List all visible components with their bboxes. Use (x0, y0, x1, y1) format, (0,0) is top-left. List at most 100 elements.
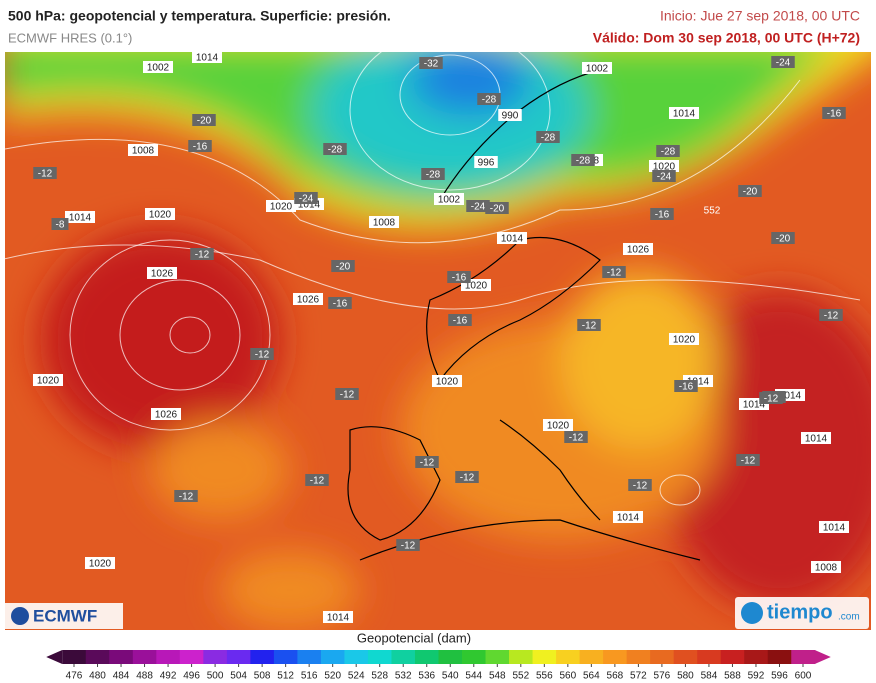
temperature-label: -12 (460, 473, 475, 484)
temperature-label: -12 (607, 268, 622, 279)
temperature-label: -24 (471, 202, 486, 213)
map-labels: 1002 1014 1008 1014 1020 1026 1020 1014 1026 1008… (33, 52, 849, 624)
pressure-label: 1026 (151, 269, 174, 280)
pressure-label-box (474, 156, 498, 168)
colorbar-swatch (485, 650, 510, 664)
colorbar-tick-label: 548 (489, 671, 506, 682)
pressure-label: 1014 (673, 109, 696, 120)
temperature-label: -16 (193, 142, 208, 153)
colorbar-swatch (509, 650, 534, 664)
pressure-label-box (85, 557, 115, 569)
temperature-label-box (448, 314, 472, 326)
colorbar-tick-label: 532 (395, 671, 412, 682)
pressure-label-box (649, 160, 679, 172)
colorbar-tick-label: 520 (324, 671, 341, 682)
colorbar-swatch (603, 650, 628, 664)
temperature-label: -20 (197, 116, 212, 127)
colorbar-swatch (156, 650, 181, 664)
colorbar-swatch (320, 650, 345, 664)
pressure-label-box (434, 193, 464, 205)
colorbar-swatch (579, 650, 604, 664)
pressure-label: 1020 (37, 376, 60, 387)
pressure-label-box (65, 211, 95, 223)
temperature-label: -12 (401, 541, 416, 552)
pressure-label: 1026 (155, 410, 178, 421)
logo-tiempo-suffix: .com (838, 612, 860, 623)
temperature-label: -32 (424, 59, 439, 70)
pressure-label: 1014 (617, 513, 640, 524)
colorbar-tick-label: 476 (66, 671, 83, 682)
temperature-label-box (628, 479, 652, 491)
temperature-label-box (485, 202, 509, 214)
colorbar-swatch (344, 650, 369, 664)
colorbar-swatch (532, 650, 557, 664)
pressure-label: 1026 (297, 295, 320, 306)
contour-label: 552 (704, 206, 721, 217)
pressure-label: 1014 (779, 391, 802, 402)
temperature-label: -12 (633, 481, 648, 492)
subtitle: ECMWF HRES (0.1°) (8, 30, 132, 45)
logo-tiempo: tiempo .com (735, 597, 869, 629)
pressure-label: 1020 (673, 335, 696, 346)
pressure-label: 1002 (147, 63, 170, 74)
pressure-label: 1020 (89, 559, 112, 570)
temperature-label: -12 (824, 311, 839, 322)
colorbar-tick-label: 552 (512, 671, 529, 682)
colorbar-tick-label: 512 (277, 671, 294, 682)
valid-time: Válido: Dom 30 sep 2018, 00 UTC (H+72) (593, 30, 860, 46)
pressure-label: 1008 (132, 146, 155, 157)
colorbar-tick-label: 496 (183, 671, 200, 682)
colorbar-tick-label: 568 (607, 671, 624, 682)
temperature-label: -12 (38, 169, 53, 180)
temperature-label-box (51, 218, 69, 230)
colorbar-swatch (297, 650, 322, 664)
temperature-label-box (33, 167, 57, 179)
colorbar-tick-label: 572 (630, 671, 647, 682)
temperature-label: -20 (743, 187, 758, 198)
pressure-label-box (323, 611, 353, 623)
pressure-label-box (145, 208, 175, 220)
temperature-label-box (415, 456, 439, 468)
colorbar-swatch (226, 650, 251, 664)
temperature-label: -12 (340, 390, 355, 401)
colorbar-swatch (626, 650, 651, 664)
temperature-label: -28 (482, 95, 497, 106)
temperature-label-box (174, 490, 198, 502)
colorbar-swatch (391, 650, 416, 664)
temperature-label: -28 (541, 133, 556, 144)
colorbar-tick-label: 540 (442, 671, 459, 682)
temperature-label: -20 (490, 204, 505, 215)
init-time: Inicio: Jue 27 sep 2018, 00 UTC (660, 8, 860, 24)
colorbar-tick-label: 544 (465, 671, 482, 682)
temperature-label-box (602, 266, 626, 278)
temperature-label-box (335, 388, 359, 400)
temperature-label: -24 (299, 194, 314, 205)
colorbar-swatch (720, 650, 745, 664)
colorbar-tick-label: 488 (136, 671, 153, 682)
pressure-label: 1008 (815, 563, 838, 574)
colorbar-tick-label: 588 (724, 671, 741, 682)
colorbar-tick-label: 580 (677, 671, 694, 682)
pressure-label-box (369, 216, 399, 228)
colorbar-swatch (62, 650, 87, 664)
colorbar-tick-label: 492 (160, 671, 177, 682)
temperature-label-box (656, 145, 680, 157)
temperature-label-box (466, 200, 490, 212)
logo-ecmwf: ECMWF (5, 603, 123, 629)
temperature-label-box (188, 140, 212, 152)
colorbar-swatch (109, 650, 134, 664)
pressure-label: 990 (502, 111, 519, 122)
pressure-label-box (293, 293, 323, 305)
temperature-label-box (536, 131, 560, 143)
temperature-label-box (305, 474, 329, 486)
pressure-label-box (623, 243, 653, 255)
colorbar-swatch (273, 650, 298, 664)
pressure-label: 1020 (653, 162, 676, 173)
temperature-label-box (771, 232, 795, 244)
colorbar-swatch (85, 650, 110, 664)
temperature-label: -20 (776, 234, 791, 245)
temperature-label: -12 (255, 350, 270, 361)
logo-ecmwf-text: ECMWF (33, 606, 97, 625)
temperature-label-box (652, 170, 676, 182)
temperature-label-box (759, 392, 783, 404)
